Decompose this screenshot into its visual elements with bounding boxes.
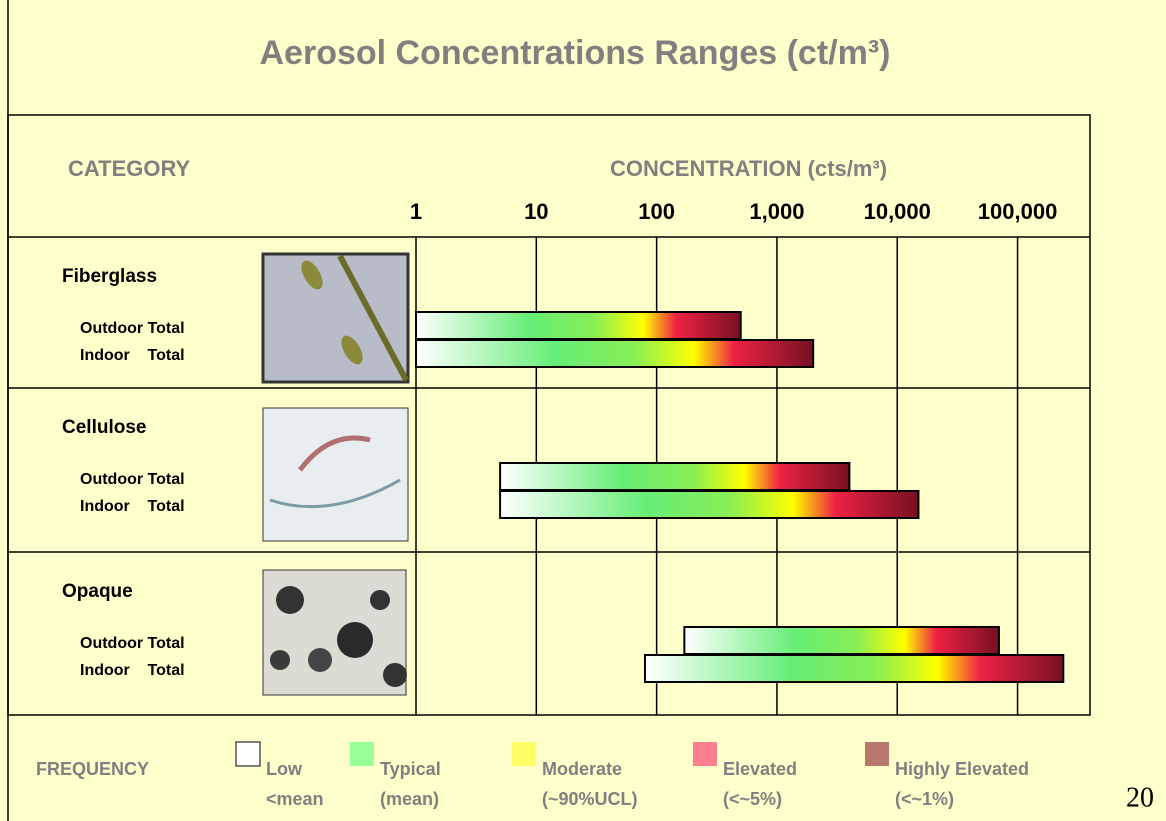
- legend-note: (mean): [380, 789, 439, 809]
- range-bar: [416, 312, 741, 339]
- legend-label: Typical: [380, 759, 441, 779]
- group-label: Opaque: [62, 581, 133, 602]
- group-label: Cellulose: [62, 417, 146, 438]
- range-bar: [500, 463, 849, 490]
- legend-swatch: [865, 742, 889, 766]
- x-tick-label: 1,000: [749, 199, 804, 224]
- series-label: Indoor Total: [80, 347, 185, 364]
- opaque-image: [263, 570, 407, 695]
- series-label: Outdoor Total: [80, 320, 185, 337]
- x-tick-label: 10: [524, 199, 548, 224]
- legend-label: Moderate: [542, 759, 622, 779]
- legend-note: <mean: [266, 789, 324, 809]
- range-bar: [416, 340, 813, 367]
- page-number: 20: [1126, 782, 1154, 813]
- x-tick-label: 1: [410, 199, 422, 224]
- legend-label: Low: [266, 759, 303, 779]
- legend-swatch: [693, 742, 717, 766]
- group-label: Fiberglass: [62, 266, 157, 287]
- page: {"chart_data": {"type": "range-bar", "ti…: [0, 0, 1166, 821]
- legend-swatch: [512, 742, 536, 766]
- legend-note: (<~1%): [895, 789, 954, 809]
- legend-swatch: [350, 742, 374, 766]
- chart-title: Aerosol Concentrations Ranges (ct/m³): [260, 34, 891, 72]
- legend-label: Highly Elevated: [895, 759, 1029, 779]
- legend-title: FREQUENCY: [36, 759, 149, 779]
- range-bar: [500, 491, 918, 518]
- series-label: Indoor Total: [80, 498, 185, 515]
- legend-swatch: [236, 742, 260, 766]
- cellulose-image: [263, 408, 408, 541]
- series-label: Indoor Total: [80, 662, 185, 679]
- legend-label: Elevated: [723, 759, 797, 779]
- series-label: Outdoor Total: [80, 635, 185, 652]
- series-label: Outdoor Total: [80, 471, 185, 488]
- legend-note: (<~5%): [723, 789, 782, 809]
- x-tick-label: 100,000: [978, 199, 1058, 224]
- legend-note: (~90%UCL): [542, 789, 638, 809]
- range-bar: [684, 627, 999, 654]
- x-axis-title: CONCENTRATION (cts/m³): [610, 156, 887, 181]
- fiberglass-image: [263, 254, 408, 382]
- range-bar: [645, 655, 1063, 682]
- category-header: CATEGORY: [68, 156, 191, 181]
- x-tick-label: 10,000: [864, 199, 931, 224]
- slide: Aerosol Concentrations Ranges (ct/m³) CA…: [0, 0, 1166, 821]
- x-tick-label: 100: [638, 199, 675, 224]
